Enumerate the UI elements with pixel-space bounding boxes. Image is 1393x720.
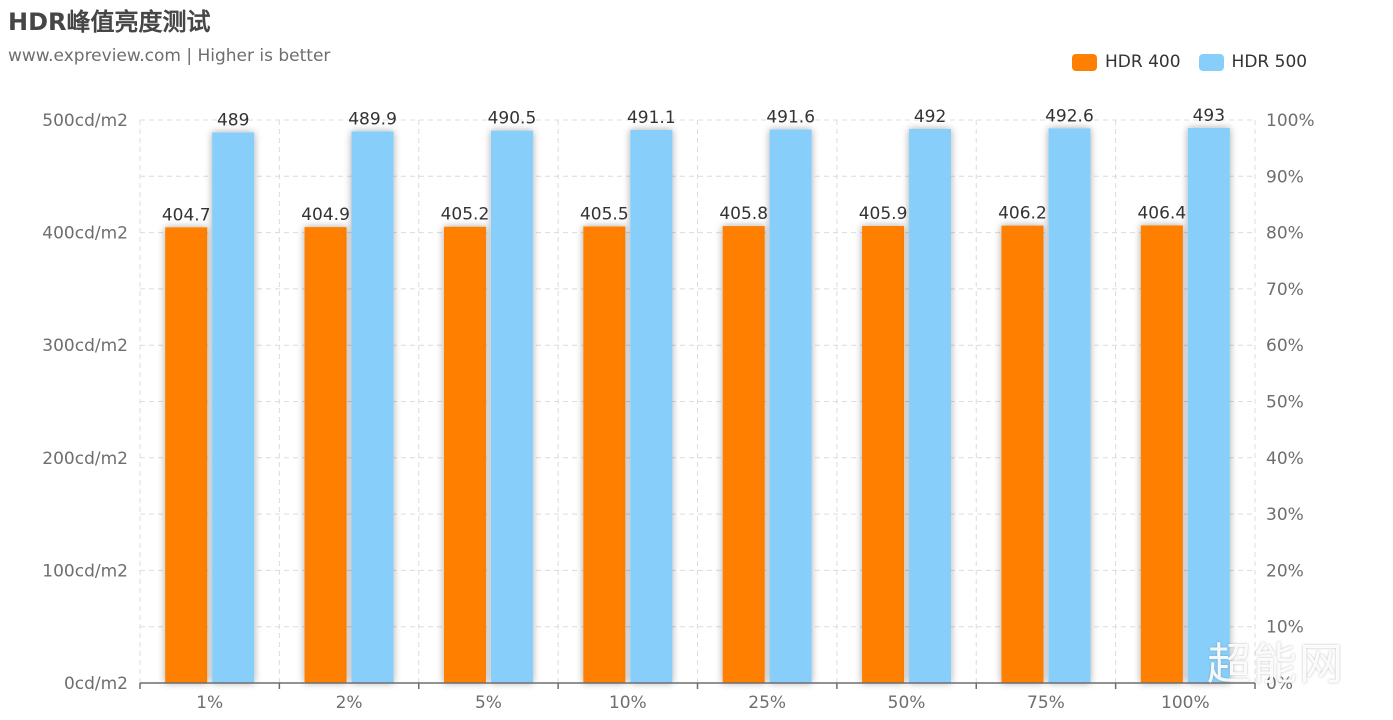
data-label: 405.2 [441,205,490,225]
data-label: 491.6 [766,107,815,127]
bar-hdr500 [1048,128,1091,683]
bar-hdr400 [862,225,905,683]
y-right-tick-label: 20% [1266,561,1304,581]
y-right-tick-label: 90% [1266,167,1304,187]
y-left-tick-label: 500cd/m2 [42,111,128,131]
y-left-tick-label: 100cd/m2 [42,561,128,581]
y-right-tick-label: 50% [1266,393,1304,413]
x-tick-label: 75% [1027,693,1065,713]
y-right-tick-label: 80% [1266,224,1304,244]
bar-hdr400 [1001,225,1044,683]
y-left-tick-label: 300cd/m2 [42,336,128,356]
bar-hdr400 [165,227,208,683]
y-right-tick-label: 0% [1266,674,1293,694]
data-label: 489 [217,110,249,130]
bar-hdr500 [1187,127,1230,683]
y-left-tick-label: 400cd/m2 [42,224,128,244]
data-label: 404.7 [162,205,211,225]
legend-label-hdr400: HDR 400 [1105,52,1181,72]
x-tick-label: 5% [475,693,502,713]
legend-label-hdr500: HDR 500 [1231,52,1308,72]
legend-item-hdr400[interactable]: HDR 400 [1072,52,1181,72]
data-label: 404.9 [301,205,350,225]
data-label: 405.5 [580,204,629,224]
y-right-tick-label: 100% [1266,111,1315,131]
chart-subtitle: www.expreview.com | Higher is better [8,46,331,66]
legend-item-hdr500[interactable]: HDR 500 [1198,52,1308,72]
data-label: 406.4 [1137,203,1186,223]
data-label: 489.9 [348,109,397,129]
y-right-tick-label: 40% [1266,449,1304,469]
bar-hdr500 [351,131,394,683]
bar-hdr400 [1140,225,1183,683]
watermark: 超能网 [1207,639,1345,690]
y-left-tick-label: 200cd/m2 [42,449,128,469]
chart-title: HDR峰值亮度测试 [8,8,211,36]
x-tick-label: 50% [888,693,926,713]
bar-hdr400 [583,226,626,684]
y-left-tick-label: 0cd/m2 [64,674,128,694]
x-tick-label: 10% [609,693,647,713]
x-tick-label: 2% [336,693,363,713]
legend: HDR 400 HDR 500 [1072,52,1325,72]
legend-swatch-hdr500 [1198,53,1224,71]
data-label: 492.6 [1045,106,1094,126]
bar-hdr400 [443,226,486,683]
bar-hdr500 [212,132,255,684]
bar-hdr500 [769,129,812,684]
bar-hdr500 [630,130,673,684]
y-right-tick-label: 10% [1266,618,1304,638]
x-tick-label: 100% [1161,693,1210,713]
bar-hdr500 [909,129,952,683]
y-right-tick-label: 70% [1266,280,1304,300]
data-label: 490.5 [488,109,537,129]
data-label: 491.1 [627,108,676,128]
bar-hdr500 [490,130,533,683]
legend-swatch-hdr400 [1072,53,1097,71]
data-label: 492 [914,107,946,127]
x-tick-label: 25% [748,693,786,713]
data-label: 405.8 [719,204,768,224]
bar-hdr400 [722,226,765,683]
x-tick-label: 1% [196,693,223,713]
y-right-tick-label: 60% [1266,336,1304,356]
data-label: 493 [1193,106,1225,126]
y-right-tick-label: 30% [1266,505,1304,525]
data-label: 405.9 [859,204,908,224]
data-label: 406.2 [998,204,1047,224]
bar-hdr400 [304,227,347,684]
